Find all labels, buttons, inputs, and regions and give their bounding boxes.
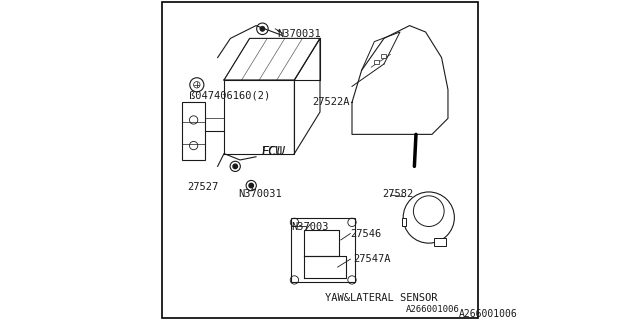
Text: 27547A: 27547A — [353, 254, 391, 264]
Text: 27522A: 27522A — [312, 97, 349, 108]
Text: A266001006: A266001006 — [459, 308, 518, 318]
Text: ß047406160(2): ß047406160(2) — [189, 91, 270, 101]
Bar — [291, 218, 355, 282]
Text: YAW&LATERAL SENSOR: YAW&LATERAL SENSOR — [324, 292, 437, 302]
Circle shape — [249, 183, 253, 188]
Text: N37003: N37003 — [291, 222, 329, 232]
Bar — [182, 102, 205, 160]
Bar — [374, 60, 379, 64]
Text: N370031: N370031 — [277, 28, 321, 39]
Text: ECU: ECU — [262, 146, 283, 158]
Text: 27527: 27527 — [188, 182, 218, 192]
Circle shape — [260, 26, 265, 31]
Bar — [401, 218, 406, 226]
Text: 27546: 27546 — [350, 228, 381, 238]
Bar — [381, 54, 385, 58]
Text: N370031: N370031 — [239, 188, 282, 198]
Circle shape — [233, 164, 237, 169]
Text: A266001006: A266001006 — [405, 305, 459, 314]
Bar — [433, 238, 446, 246]
Text: ECU: ECU — [262, 146, 286, 158]
Text: 27582: 27582 — [382, 188, 413, 198]
